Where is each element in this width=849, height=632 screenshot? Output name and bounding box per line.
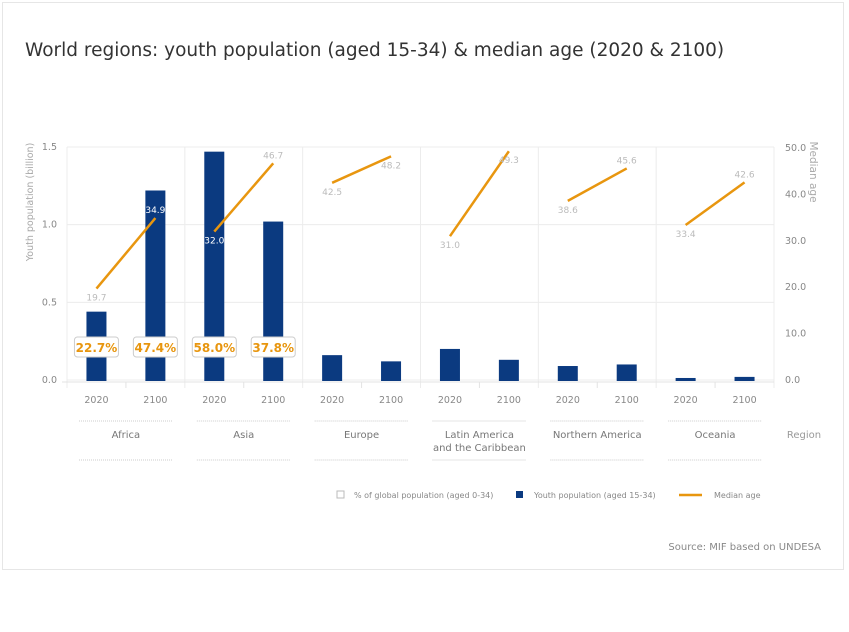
y-right-tick-label: 30.0 xyxy=(785,236,806,247)
youth-bar xyxy=(322,355,343,381)
pct-global-box xyxy=(132,336,178,358)
median-age-line xyxy=(331,155,392,184)
median-age-line xyxy=(567,167,628,202)
y-right-tick-label: 0.0 xyxy=(785,375,800,386)
median-age-label: 38.6 xyxy=(558,206,578,216)
region-label: Asia xyxy=(233,430,254,441)
pct-global-label: 22.7% xyxy=(76,341,118,355)
year-label: 2100 xyxy=(615,395,639,406)
median-age-label: 31.0 xyxy=(440,241,460,251)
y-right-tick-label: 50.0 xyxy=(785,143,806,154)
median-age-label: 42.5 xyxy=(322,188,342,198)
region-label: Africa xyxy=(112,430,141,441)
median-age-label: 48.2 xyxy=(381,161,401,171)
legend-bar-icon xyxy=(516,491,523,498)
pct-global-label: 47.4% xyxy=(135,341,177,355)
x-axis-label: Region xyxy=(787,430,821,441)
pct-global-box xyxy=(250,336,296,358)
median-age-label: 45.6 xyxy=(617,156,637,166)
pct-global-label: 37.8% xyxy=(252,341,294,355)
youth-bar xyxy=(145,190,166,381)
pct-global-label: 58.0% xyxy=(193,341,235,355)
median-age-line xyxy=(213,162,275,233)
legend-box-icon xyxy=(336,490,345,499)
median-age-label: 34.9 xyxy=(145,206,165,216)
y-right-tick-label: 20.0 xyxy=(785,282,806,293)
median-age-label: 33.4 xyxy=(676,230,696,240)
legend-label: Youth population (aged 15-34) xyxy=(533,491,656,500)
y-left-axis-label: Youth population (billion) xyxy=(25,143,36,263)
year-label: 2020 xyxy=(438,395,462,406)
median-age-line xyxy=(95,217,157,290)
youth-bar xyxy=(204,151,225,381)
year-label: 2100 xyxy=(143,395,167,406)
year-label: 2100 xyxy=(732,395,756,406)
chart-title: World regions: youth population (aged 15… xyxy=(25,40,725,61)
region-label: Latin America xyxy=(445,430,514,441)
youth-bar xyxy=(557,366,578,381)
year-label: 2020 xyxy=(556,395,580,406)
year-label: 2020 xyxy=(674,395,698,406)
median-age-label: 19.7 xyxy=(86,294,106,304)
y-left-tick-label: 1.5 xyxy=(42,142,57,153)
region-label: Northern America xyxy=(553,430,642,441)
y-left-tick-label: 0.0 xyxy=(42,375,57,386)
median-age-label: 42.6 xyxy=(735,170,755,180)
legend-label: Median age xyxy=(714,491,761,500)
region-label: Europe xyxy=(344,430,379,441)
y-right-axis-label: Median age xyxy=(807,141,819,202)
median-age-label: 49.3 xyxy=(499,156,519,166)
median-age-line xyxy=(448,150,510,237)
year-label: 2020 xyxy=(84,395,108,406)
youth-bar xyxy=(734,376,755,381)
y-right-tick-label: 10.0 xyxy=(785,329,806,340)
pct-global-box xyxy=(73,336,119,358)
legend-label: % of global population (aged 0-34) xyxy=(354,491,493,500)
year-label: 2100 xyxy=(379,395,403,406)
y-left-tick-label: 1.0 xyxy=(42,220,57,231)
region-label: and the Caribbean xyxy=(433,443,526,454)
year-label: 2020 xyxy=(202,395,226,406)
youth-bar xyxy=(498,359,519,381)
y-left-tick-label: 0.5 xyxy=(42,297,57,308)
source-note: Source: MIF based on UNDESA xyxy=(668,542,821,553)
y-right-tick-label: 40.0 xyxy=(785,189,806,200)
chart-card xyxy=(2,2,844,570)
youth-bar xyxy=(439,348,460,381)
pct-global-box xyxy=(191,336,237,358)
youth-bar xyxy=(675,377,696,381)
median-age-line xyxy=(684,181,746,227)
median-age-label: 32.0 xyxy=(204,237,224,247)
youth-bar xyxy=(616,364,637,381)
median-age-label: 46.7 xyxy=(263,151,283,161)
year-label: 2100 xyxy=(497,395,521,406)
year-label: 2020 xyxy=(320,395,344,406)
region-label: Oceania xyxy=(695,430,736,441)
year-label: 2100 xyxy=(261,395,285,406)
youth-bar xyxy=(381,361,402,381)
